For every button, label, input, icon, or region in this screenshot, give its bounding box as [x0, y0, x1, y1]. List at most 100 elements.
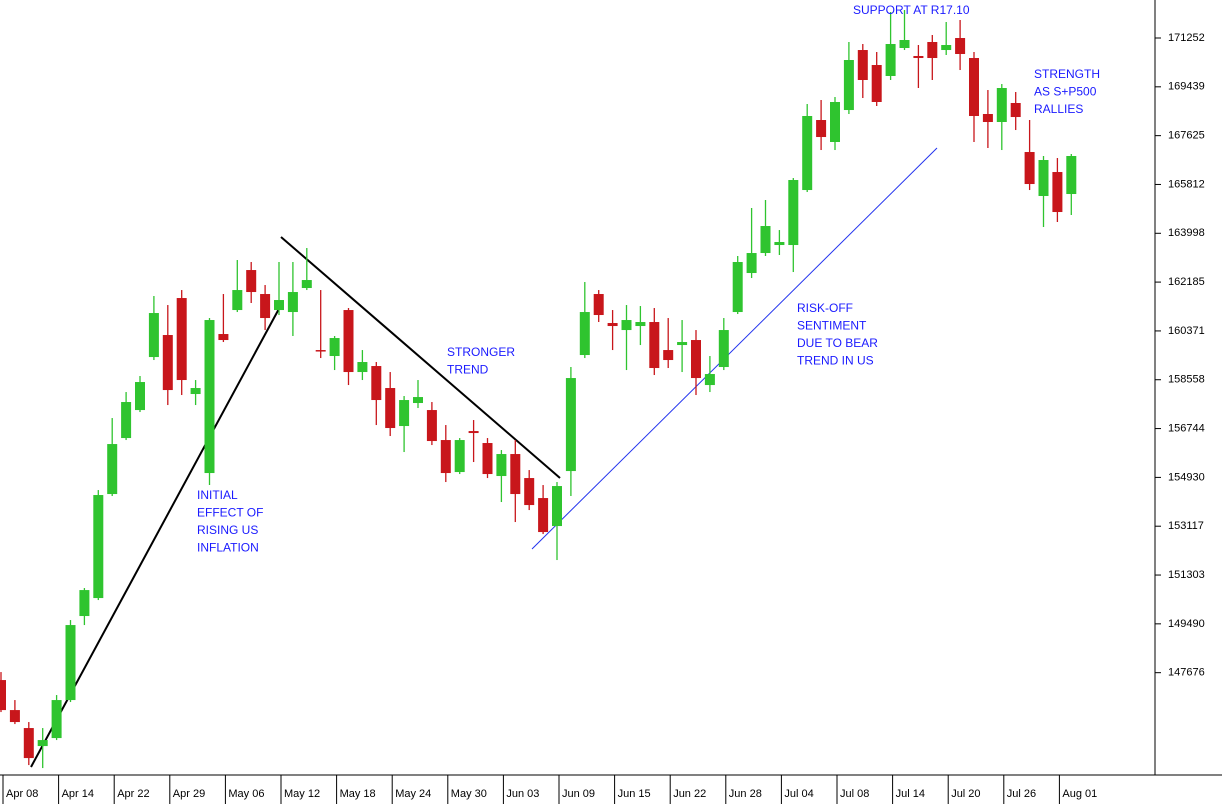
candle-body: [927, 41, 938, 59]
candle-body: [816, 120, 827, 138]
candle-body: [871, 65, 882, 102]
candle-body: [510, 454, 521, 495]
candle-body: [774, 242, 785, 246]
candle-body: [538, 498, 549, 533]
candle-body: [426, 410, 437, 442]
x-tick-label: Jun 28: [729, 788, 762, 800]
candle-body: [996, 88, 1007, 123]
candle-body: [746, 253, 757, 274]
x-tick-label: May 06: [228, 788, 264, 800]
candle-body: [176, 298, 187, 381]
candle-body: [760, 226, 771, 254]
x-tick-label: Apr 14: [62, 788, 94, 800]
y-tick-label: 147676: [1168, 667, 1205, 679]
annotation: RISING US: [197, 523, 258, 537]
y-tick-label: 158558: [1168, 374, 1205, 386]
candle-body: [1024, 152, 1035, 185]
candle-body: [565, 378, 576, 472]
x-tick-label: Jul 20: [951, 788, 980, 800]
candle-body: [593, 294, 604, 316]
candle-body: [287, 292, 298, 313]
candle-body: [190, 388, 201, 395]
candle-body: [79, 590, 90, 617]
candle-body: [301, 280, 312, 289]
annotation: RISK-OFF: [797, 301, 853, 315]
x-tick-label: Jun 03: [506, 788, 539, 800]
annotation: STRENGTH: [1034, 67, 1100, 81]
y-tick-label: 171252: [1168, 32, 1205, 44]
candle-body: [899, 40, 910, 48]
x-tick-label: Apr 29: [173, 788, 205, 800]
annotation: SUPPORT AT R17.10: [853, 3, 970, 17]
x-tick-label: Aug 01: [1062, 788, 1097, 800]
candle-body: [9, 710, 20, 723]
candle-body: [232, 290, 243, 311]
y-tick-label: 165812: [1168, 178, 1205, 190]
x-tick-label: Apr 22: [117, 788, 149, 800]
x-tick-label: Jul 04: [784, 788, 813, 800]
y-tick-label: 149490: [1168, 618, 1205, 630]
candle-body: [579, 312, 590, 356]
y-tick-label: 167625: [1168, 130, 1205, 142]
candle-body: [802, 115, 813, 191]
annotation: RALLIES: [1034, 102, 1083, 116]
candle-body: [162, 335, 173, 391]
y-tick-label: 156744: [1168, 422, 1205, 434]
candle-body: [135, 382, 145, 411]
candle-body: [691, 340, 701, 379]
y-tick-label: 163998: [1168, 227, 1205, 239]
annotation: INFLATION: [197, 540, 259, 554]
candle-body: [23, 728, 34, 759]
x-tick-label: Jul 14: [896, 788, 925, 800]
candle-body: [204, 320, 215, 474]
x-tick-label: Apr 08: [6, 788, 38, 800]
candle-body: [607, 323, 618, 327]
x-tick-label: Jun 22: [673, 788, 706, 800]
candle-body: [385, 388, 396, 429]
candle-body: [399, 400, 410, 427]
candle-body: [732, 262, 743, 313]
candle-body: [663, 350, 674, 361]
trend-line: [280, 236, 561, 479]
x-tick-label: Jun 09: [562, 788, 595, 800]
candle-body: [65, 625, 76, 701]
candle-body: [148, 313, 159, 358]
candle-body: [704, 374, 715, 386]
annotation: SENTIMENT: [797, 319, 867, 333]
candle-body: [1038, 160, 1049, 197]
candle-body: [440, 440, 451, 474]
candle-body: [552, 486, 562, 527]
x-tick-label: May 24: [395, 788, 431, 800]
y-tick-label: 162185: [1168, 276, 1205, 288]
y-tick-label: 160371: [1168, 325, 1205, 337]
candle-body: [941, 45, 952, 51]
y-tick-label: 154930: [1168, 471, 1205, 483]
candle-body: [524, 478, 535, 506]
candle-body: [496, 454, 507, 477]
candle-body: [51, 700, 62, 739]
candle-body: [93, 495, 104, 599]
candle-body: [1066, 156, 1077, 195]
candle-body: [843, 60, 854, 111]
y-tick-label: 151303: [1168, 569, 1205, 581]
candle-body: [37, 740, 48, 747]
x-tick-label: May 12: [284, 788, 320, 800]
candle-body: [1010, 102, 1021, 118]
candle-body: [357, 362, 368, 373]
x-tick-label: May 30: [451, 788, 487, 800]
candle-body: [0, 680, 6, 711]
y-tick-label: 169439: [1168, 81, 1205, 93]
candle-body: [371, 366, 382, 401]
candle-body: [260, 294, 271, 319]
x-tick-label: Jul 26: [1007, 788, 1036, 800]
y-tick-label: 153117: [1168, 520, 1204, 532]
candle-body: [329, 338, 340, 357]
x-tick-label: Jun 15: [618, 788, 651, 800]
candle-body: [955, 38, 966, 55]
candle-body: [121, 402, 132, 439]
candle-body: [788, 180, 799, 246]
candle-body: [718, 330, 729, 368]
annotation: DUE TO BEAR: [797, 336, 878, 350]
